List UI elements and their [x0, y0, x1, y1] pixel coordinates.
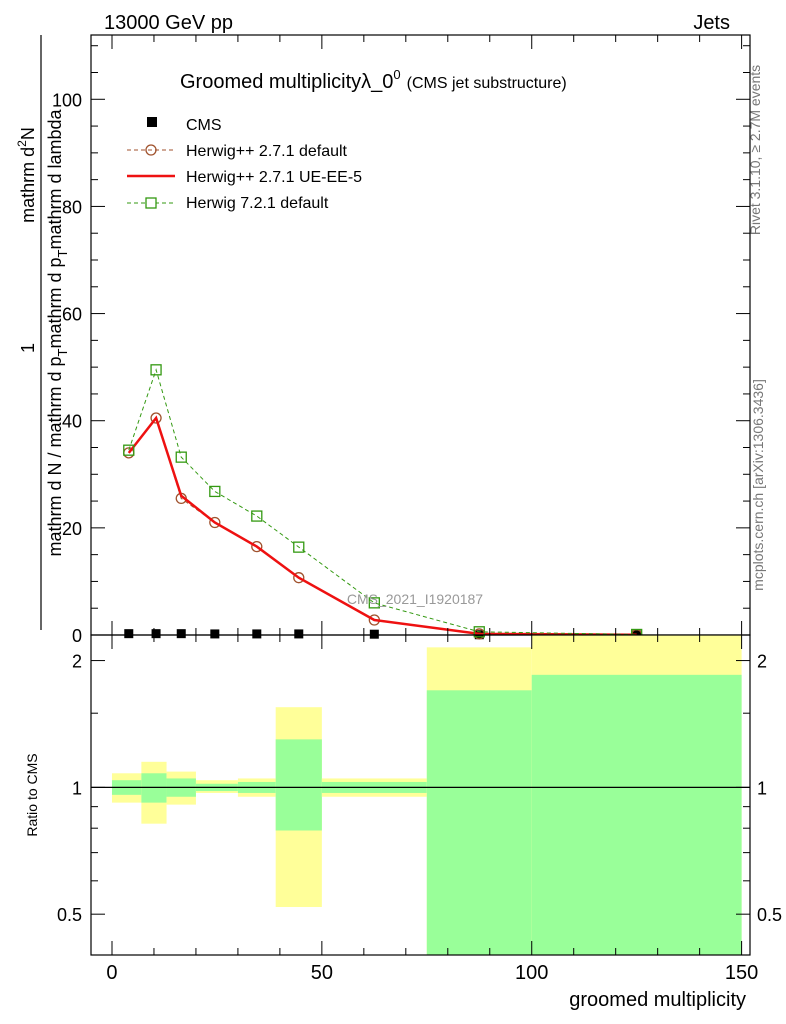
- header-left: 13000 GeV pp: [104, 12, 233, 34]
- main-ylabel-num-sup: 2: [15, 140, 29, 147]
- herwig_default-marker: [251, 540, 263, 553]
- herwig_ue-line: [127, 415, 637, 636]
- main-ytick-label: 60: [62, 305, 82, 325]
- legend: CMS Herwig++ 2.7.1 default Herwig++ 2.7.…: [127, 117, 362, 212]
- herwig7-marker: [473, 626, 485, 638]
- chart-title-sup: 0: [393, 67, 400, 82]
- herwig7-marker: [175, 451, 187, 463]
- ratio-ytick-label-left: 1: [72, 778, 82, 798]
- ratio-ytick-label-right: 0.5: [757, 905, 782, 925]
- chart-subtitle: (CMS jet substructure): [407, 75, 567, 92]
- herwig7-line: [128, 368, 637, 635]
- ratio-inner-band: [426, 690, 532, 955]
- main-ylabel-num-b: N: [18, 127, 38, 140]
- cms-data-point: [176, 629, 186, 639]
- main-ylabel-den-b: mathrm d p: [45, 257, 65, 348]
- cms-data-point: [151, 629, 161, 639]
- main-ytick-label: 40: [62, 412, 82, 432]
- herwig7-marker: [251, 510, 263, 522]
- cms-data-point: [124, 629, 134, 639]
- main-ylabel-denominator: mathrm d N / mathrm d pTmathrm d pTmathr…: [45, 108, 70, 556]
- chart-title-text: Groomed multiplicityλ_0: [180, 71, 393, 93]
- ratio-ytick-label-right: 1: [757, 778, 767, 798]
- herwig7-marker: [293, 541, 305, 553]
- main-ylabel-den-a: mathrm d N / mathrm d p: [45, 356, 65, 556]
- legend-cms-label: CMS: [186, 117, 222, 134]
- ratio-panel: 0.5 0.5 1 1 2 2 0 50 100 150 Ratio to CMS groomed…: [24, 634, 782, 1011]
- analysis-watermark: CMS_2021_I1920187: [347, 591, 483, 607]
- herwig_default-marker: [293, 572, 305, 584]
- rivet-label: Rivet 3.1.10, ≥ 2.7M events: [747, 65, 763, 235]
- main-ytick-label: 80: [62, 197, 82, 217]
- ratio-ytick-label-left: 0.5: [57, 905, 82, 925]
- ratio-xtick-label: 100: [515, 962, 548, 984]
- main-ytick-label: 100: [52, 90, 82, 110]
- herwig_default-marker: [150, 412, 162, 424]
- ratio-inner-band: [531, 674, 742, 955]
- ratio-ytick-label-right: 2: [757, 652, 767, 672]
- legend-herwig7-label: Herwig 7.2.1 default: [186, 195, 329, 212]
- herwig7-marker: [368, 597, 380, 609]
- main-ylabel-one: 1: [18, 343, 38, 353]
- cms-data-point: [210, 629, 220, 639]
- mcplots-label: mcplots.cern.ch [arXiv:1306.3436]: [750, 379, 766, 591]
- legend-cms-marker: [147, 117, 157, 127]
- main-ylabel-den-sub: T: [55, 348, 70, 356]
- legend-herwig-default-marker: [145, 144, 157, 156]
- legend-herwig-ue-label: Herwig++ 2.7.1 UE-EE-5: [186, 169, 362, 186]
- cms-data-point: [252, 629, 262, 639]
- cms-data-point: [369, 629, 379, 639]
- ratio-xtick-label: 50: [311, 962, 333, 984]
- cms-data-point: [294, 629, 304, 639]
- header-right: Jets: [693, 12, 730, 34]
- ratio-bands: [111, 635, 742, 955]
- herwig7-marker: [150, 364, 162, 376]
- ratio-axis-ticks: 0.5 0.5 1 1 2 2 0 50 100 150: [57, 635, 782, 984]
- main-marks: [123, 364, 643, 641]
- legend-herwig7-marker: [145, 197, 157, 209]
- main-ylabel-num-a: mathrm d: [18, 147, 38, 223]
- herwig7-marker: [209, 485, 221, 498]
- ratio-xtick-label: 150: [725, 962, 758, 984]
- main-ylabel: 1 mathrm d2N mathrm d N / mathrm d pTmat…: [15, 35, 70, 630]
- main-ylabel-numerator: mathrm d2N: [15, 127, 38, 223]
- main-axis-ticks: 0 20 40 60 80 100: [52, 35, 750, 646]
- ratio-xtick-label: 0: [106, 962, 117, 984]
- ratio-ytick-label-left: 2: [72, 652, 82, 672]
- legend-herwig-default-label: Herwig++ 2.7.1 default: [186, 143, 348, 160]
- chart-title: Groomed multiplicityλ_00 (CMS jet substru…: [180, 67, 567, 93]
- ratio-inner-band: [275, 739, 322, 831]
- main-ytick-label: 0: [72, 626, 82, 646]
- ratio-frame: [90, 634, 751, 956]
- herwig_default-marker: [209, 516, 221, 529]
- main-ylabel-den-b-sub: T: [55, 249, 70, 257]
- x-axis-label: groomed multiplicity: [569, 989, 746, 1011]
- main-ytick-label: 20: [62, 519, 82, 539]
- ratio-ylabel: Ratio to CMS: [24, 753, 40, 836]
- herwig7-marker: [123, 444, 135, 456]
- main-ylabel-den-c: mathrm d lambda: [45, 108, 65, 249]
